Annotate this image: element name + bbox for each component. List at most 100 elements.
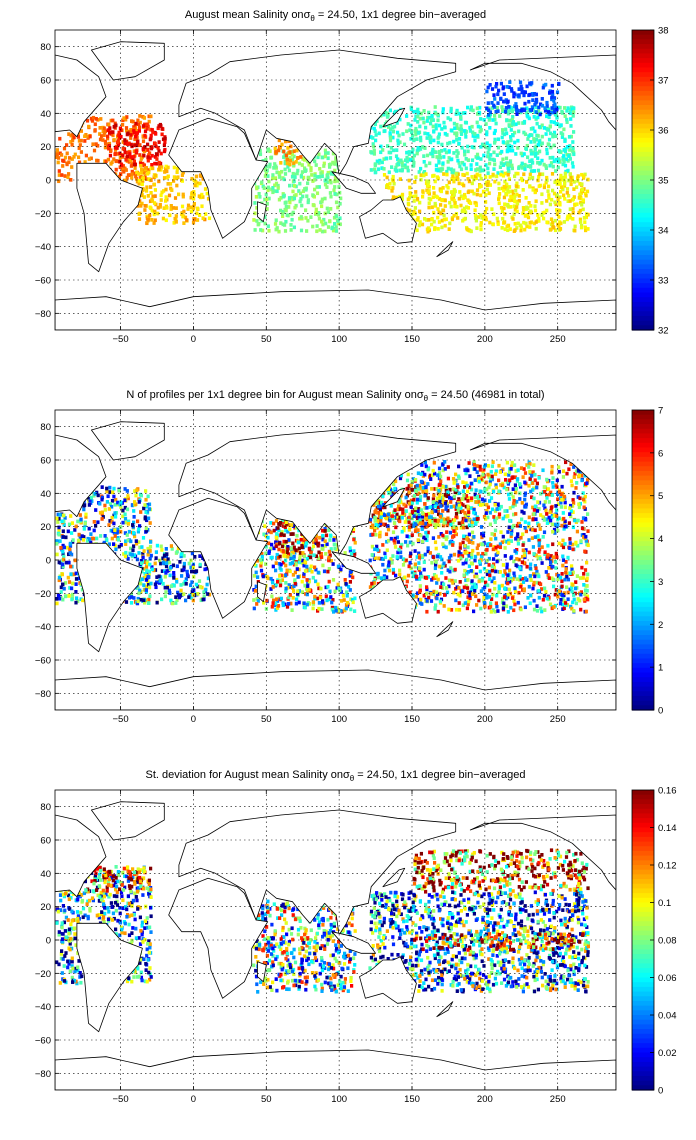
data-cell [136, 596, 140, 601]
data-cell [409, 107, 414, 112]
data-cell [565, 109, 569, 113]
data-cell [179, 552, 183, 557]
data-cell [311, 179, 315, 183]
data-cell [70, 531, 74, 535]
data-cell [301, 558, 305, 563]
data-cell [500, 540, 504, 545]
data-cell [520, 87, 524, 91]
data-cell [70, 521, 75, 525]
data-cell [83, 134, 87, 139]
data-cell [138, 578, 142, 583]
data-cell [517, 557, 521, 562]
data-cell [544, 180, 548, 185]
data-cell [569, 604, 573, 609]
data-cell [149, 146, 154, 151]
data-cell [92, 520, 96, 524]
data-cell [327, 549, 332, 554]
data-cell [537, 219, 541, 223]
data-cell [532, 137, 536, 141]
data-cell [526, 155, 530, 160]
data-cell [312, 540, 316, 545]
data-cell [278, 554, 282, 559]
data-cell [383, 522, 387, 527]
data-cell [100, 485, 104, 489]
data-cell [136, 122, 141, 127]
data-cell [255, 597, 259, 601]
data-cell [510, 163, 514, 168]
data-cell [563, 106, 567, 110]
data-cell [132, 515, 136, 519]
data-cell [325, 598, 329, 603]
data-cell [318, 228, 322, 232]
data-cell [138, 175, 142, 179]
data-cell [425, 136, 429, 140]
data-cell [515, 577, 519, 581]
data-cell [563, 175, 567, 179]
data-cell [341, 563, 345, 568]
data-cell [441, 107, 445, 111]
data-cell [525, 205, 529, 210]
data-cell [396, 550, 400, 555]
data-cell [425, 227, 430, 232]
data-cell [572, 187, 576, 191]
data-cell [279, 568, 283, 572]
colorbar-step [632, 156, 654, 162]
data-cell [373, 122, 378, 127]
data-cell [138, 125, 142, 130]
data-cell [113, 145, 118, 150]
data-cell [528, 225, 532, 229]
data-cell [463, 111, 467, 115]
data-cell [509, 534, 513, 539]
data-cell [289, 144, 293, 149]
data-cell [473, 554, 478, 559]
colorbar-step [632, 189, 654, 195]
data-cell [446, 116, 450, 120]
data-cell [313, 565, 317, 570]
data-cell [495, 106, 500, 110]
data-cell [535, 121, 539, 126]
data-cell [262, 532, 266, 537]
data-cell [485, 132, 489, 137]
data-cell [469, 498, 474, 503]
data-cell [382, 173, 387, 177]
data-cell [111, 490, 115, 495]
data-cell [159, 193, 163, 198]
data-cell [70, 586, 74, 591]
data-cell [540, 97, 544, 101]
data-cell [515, 192, 519, 197]
colorbar-step [632, 180, 654, 186]
data-cell [393, 124, 397, 129]
data-cell [383, 555, 388, 560]
colorbar-step [632, 292, 654, 298]
data-cell [142, 195, 147, 199]
data-cell [524, 196, 528, 200]
data-cell [167, 560, 171, 565]
data-cell [426, 482, 430, 486]
data-cell [487, 475, 491, 479]
data-cell [59, 546, 63, 550]
data-cell [286, 146, 290, 150]
data-cell [507, 85, 511, 90]
data-cell [326, 585, 330, 589]
data-cell [297, 567, 301, 572]
data-cell [147, 119, 151, 124]
data-cell [409, 123, 413, 128]
data-cell [253, 228, 257, 232]
data-cell [114, 547, 118, 552]
data-cell [321, 537, 325, 542]
data-cell [283, 602, 287, 607]
data-cell [419, 508, 423, 512]
data-cell [272, 528, 276, 533]
data-cell [463, 511, 467, 515]
data-cell [277, 547, 281, 552]
data-cell [488, 510, 492, 515]
data-cell [135, 557, 140, 562]
data-cell [563, 114, 567, 118]
data-cell [273, 603, 278, 608]
data-cell [323, 539, 327, 544]
data-cell [484, 215, 488, 220]
data-cell [140, 201, 144, 206]
data-cell [84, 512, 88, 517]
data-cell [102, 133, 106, 137]
data-cell [168, 213, 172, 218]
